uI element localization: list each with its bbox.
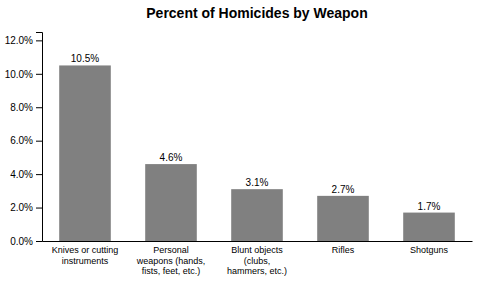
y-tick-mark bbox=[36, 241, 42, 242]
y-tick: 6.0% bbox=[10, 135, 42, 146]
y-tick: 12.0% bbox=[5, 35, 42, 46]
y-tick-label: 4.0% bbox=[10, 169, 33, 180]
bar bbox=[317, 196, 369, 241]
y-tick-mark bbox=[36, 40, 42, 41]
x-axis: Knives or cuttinginstruments Personalweap… bbox=[43, 242, 473, 277]
y-axis-line bbox=[36, 33, 43, 242]
bar bbox=[231, 189, 283, 241]
y-tick: 2.0% bbox=[10, 202, 42, 213]
x-tick-label-line: Shotguns bbox=[410, 245, 449, 255]
x-tick-label-line: instruments bbox=[62, 256, 109, 266]
data-label: 3.1% bbox=[246, 177, 269, 188]
bar bbox=[59, 65, 111, 241]
data-label: 4.6% bbox=[160, 152, 183, 163]
title: Percent of Homicides by Weapon bbox=[146, 5, 367, 21]
bar bbox=[145, 164, 197, 241]
bar bbox=[403, 213, 455, 241]
x-axis-line bbox=[43, 241, 473, 242]
x-tick-label-line: fists, feet, etc.) bbox=[142, 266, 201, 276]
x-tick: Shotguns bbox=[410, 245, 449, 255]
y-tick-mark bbox=[36, 107, 42, 108]
chart: 0.0% 2.0% 4.0% 6.0% 8.0% 10.0% 12.0% Knives or … bbox=[0, 0, 480, 289]
y-tick-label: 0.0% bbox=[10, 236, 33, 247]
x-tick-label-line: Personal bbox=[153, 245, 189, 255]
x-tick: Blunt objects(clubs,hammers, etc.) bbox=[227, 245, 287, 276]
y-tick: 10.0% bbox=[5, 69, 42, 80]
x-tick-label: Knives or cuttinginstruments bbox=[52, 245, 119, 265]
x-tick-label-line: Rifles bbox=[332, 245, 355, 255]
y-tick: 0.0% bbox=[10, 236, 42, 247]
y-tick-label: 8.0% bbox=[10, 102, 33, 113]
y-tick-mark bbox=[36, 174, 42, 175]
x-tick-label-line: (clubs, bbox=[244, 256, 271, 266]
x-tick: Personalweapons (hands,fists, feet, etc.… bbox=[136, 245, 206, 276]
y-tick-mark bbox=[36, 208, 42, 209]
x-tick-label: Rifles bbox=[332, 245, 355, 255]
x-tick-label: Shotguns bbox=[410, 245, 449, 255]
x-tick: Rifles bbox=[332, 245, 355, 255]
x-tick-label-line: weapons (hands, bbox=[136, 256, 206, 266]
y-tick-mark bbox=[36, 141, 42, 142]
x-tick-label: Personalweapons (hands,fists, feet, etc.… bbox=[136, 245, 206, 276]
x-tick: Knives or cuttinginstruments bbox=[52, 245, 119, 265]
y-axis: 0.0% 2.0% 4.0% 6.0% 8.0% 10.0% 12.0% bbox=[5, 33, 43, 247]
y-tick-label: 2.0% bbox=[10, 202, 33, 213]
data-label: 1.7% bbox=[418, 201, 441, 212]
y-tick-label: 12.0% bbox=[5, 35, 33, 46]
y-tick-label: 10.0% bbox=[5, 69, 33, 80]
data-label: 10.5% bbox=[71, 53, 99, 64]
x-tick-label-line: hammers, etc.) bbox=[227, 266, 287, 276]
x-tick-label-line: Knives or cutting bbox=[52, 245, 119, 255]
bars bbox=[59, 65, 455, 241]
y-tick: 4.0% bbox=[10, 169, 42, 180]
x-tick-label: Blunt objects(clubs,hammers, etc.) bbox=[227, 245, 287, 276]
plot: 0.0% 2.0% 4.0% 6.0% 8.0% 10.0% 12.0% Knives or … bbox=[5, 33, 473, 277]
y-tick: 8.0% bbox=[10, 102, 42, 113]
x-tick-label-line: Blunt objects bbox=[231, 245, 283, 255]
data-label: 2.7% bbox=[332, 184, 355, 195]
data-labels: 10.5% 4.6% 3.1% 2.7% 1.7% bbox=[71, 53, 441, 211]
y-tick-label: 6.0% bbox=[10, 135, 33, 146]
y-tick-mark bbox=[36, 74, 42, 75]
